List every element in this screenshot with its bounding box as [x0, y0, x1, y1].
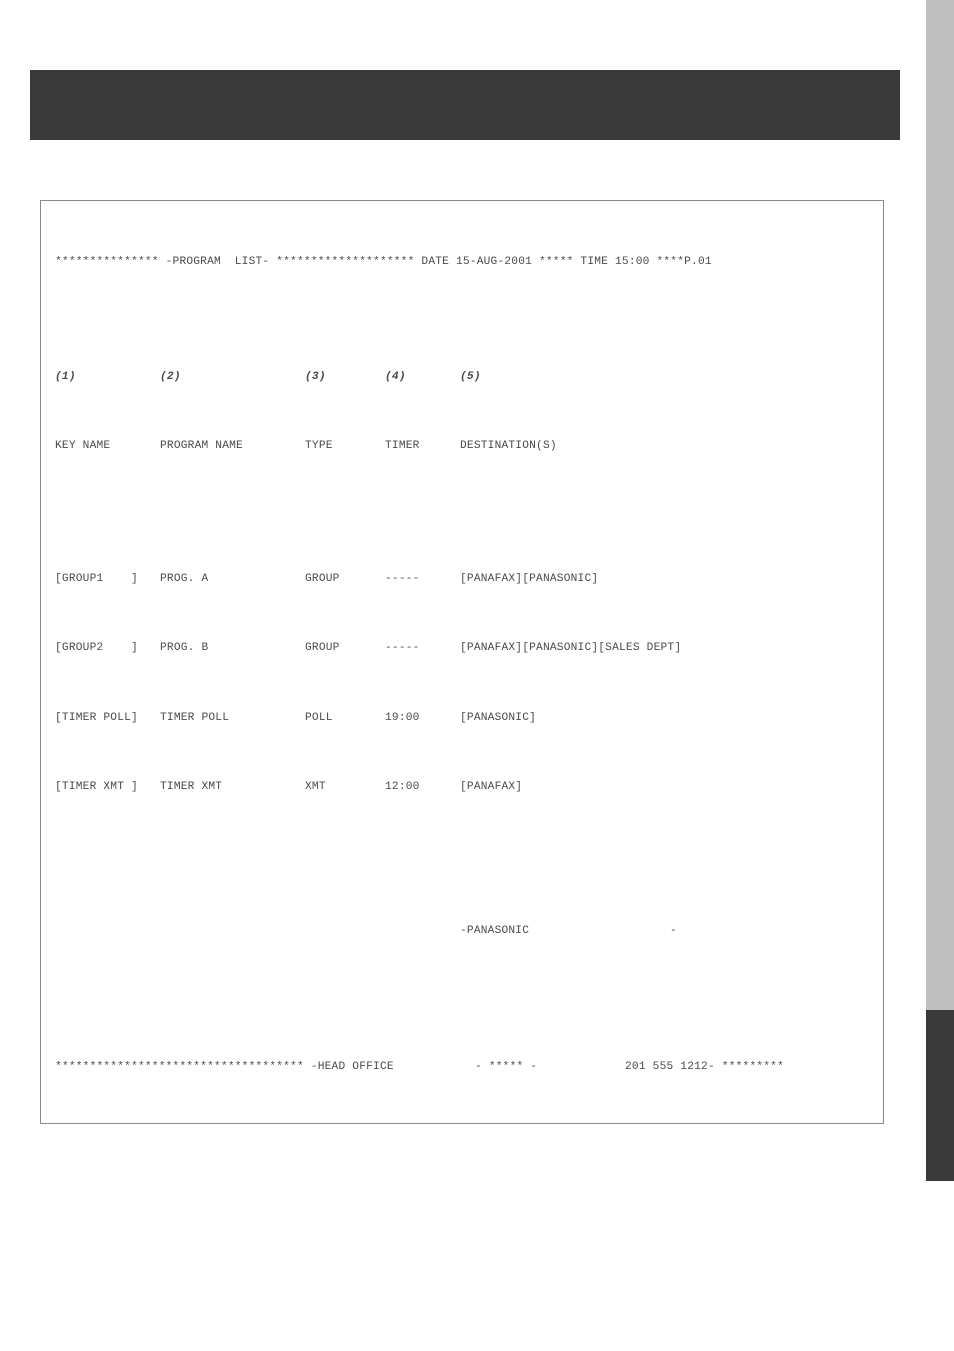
cell-timer: 19:00: [385, 710, 460, 727]
cell-type: XMT: [305, 779, 385, 796]
report-title-line: *************** -PROGRAM LIST- *********…: [55, 254, 869, 271]
cell-dest: [PANAFAX][PANASONIC]: [460, 571, 598, 588]
program-list-report: *************** -PROGRAM LIST- *********…: [40, 200, 884, 1124]
table-row: [GROUP2 ]PROG. BGROUP-----[PANAFAX][PANA…: [55, 640, 869, 657]
table-row: [TIMER POLL]TIMER POLLPOLL19:00[PANASONI…: [55, 710, 869, 727]
cell-type: GROUP: [305, 571, 385, 588]
col-head-timer: TIMER: [385, 438, 460, 455]
col-head-key: KEY NAME: [55, 438, 160, 455]
page: *************** -PROGRAM LIST- *********…: [0, 0, 954, 1351]
cell-prog: PROG. A: [160, 571, 305, 588]
side-bar-dark: [926, 1010, 954, 1181]
cell-timer: 12:00: [385, 779, 460, 796]
col-num-3: (3): [305, 369, 385, 386]
table-row: [GROUP1 ]PROG. AGROUP-----[PANAFAX][PANA…: [55, 571, 869, 588]
cell-key: [GROUP1 ]: [55, 571, 160, 588]
cell-type: GROUP: [305, 640, 385, 657]
cell-type: POLL: [305, 710, 385, 727]
col-num-1: (1): [55, 369, 160, 386]
company-line: -PANASONIC-: [55, 923, 869, 940]
cell-timer: -----: [385, 640, 460, 657]
cell-prog: TIMER XMT: [160, 779, 305, 796]
col-num-4: (4): [385, 369, 460, 386]
column-number-row: (1)(2)(3)(4)(5): [55, 369, 869, 386]
header-bar: [30, 70, 900, 140]
cell-key: [TIMER POLL]: [55, 710, 160, 727]
footer-left: ************************************ -HE…: [55, 1059, 475, 1076]
cell-key: [GROUP2 ]: [55, 640, 160, 657]
company-dash: -: [670, 925, 677, 937]
col-head-prog: PROGRAM NAME: [160, 438, 305, 455]
cell-dest: [PANAFAX][PANASONIC][SALES DEPT]: [460, 640, 681, 657]
cell-dest: [PANASONIC]: [460, 710, 536, 727]
footer-mid: - ***** -: [475, 1059, 625, 1076]
cell-prog: TIMER POLL: [160, 710, 305, 727]
cell-prog: PROG. B: [160, 640, 305, 657]
side-bar-light: [926, 0, 954, 1010]
col-num-2: (2): [160, 369, 305, 386]
col-head-dest: DESTINATION(S): [460, 438, 557, 455]
column-header-row: KEY NAMEPROGRAM NAMETYPETIMERDESTINATION…: [55, 438, 869, 455]
company-name: -PANASONIC: [460, 923, 670, 940]
col-head-type: TYPE: [305, 438, 385, 455]
report-footer-line: ************************************ -HE…: [55, 1059, 869, 1076]
cell-key: [TIMER XMT ]: [55, 779, 160, 796]
cell-dest: [PANAFAX]: [460, 779, 522, 796]
col-num-5: (5): [460, 369, 481, 386]
cell-timer: -----: [385, 571, 460, 588]
table-row: [TIMER XMT ]TIMER XMTXMT12:00[PANAFAX]: [55, 779, 869, 796]
footer-right: 201 555 1212- *********: [625, 1061, 784, 1073]
